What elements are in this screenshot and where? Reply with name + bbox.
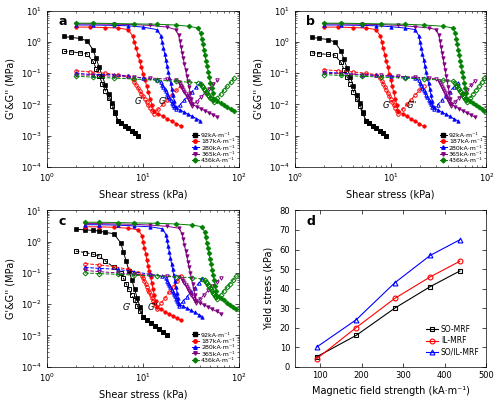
IL-MRF <box>428 275 434 279</box>
X-axis label: Shear stress (kPa): Shear stress (kPa) <box>98 390 187 399</box>
SO-MRF <box>457 269 463 273</box>
Legend: 92kA·m⁻¹, 187kA·m⁻¹, 280kA·m⁻¹, 365kA·m⁻¹, 436kA·m⁻¹: 92kA·m⁻¹, 187kA·m⁻¹, 280kA·m⁻¹, 365kA·m⁻… <box>191 132 236 164</box>
Text: G": G" <box>147 303 158 312</box>
Line: SO/IL-MRF: SO/IL-MRF <box>314 237 462 350</box>
Line: IL-MRF: IL-MRF <box>314 259 462 361</box>
Line: SO-MRF: SO-MRF <box>314 269 462 359</box>
Y-axis label: G'&G'' (MPa): G'&G'' (MPa) <box>254 58 264 119</box>
Text: G': G' <box>382 100 392 110</box>
Text: G': G' <box>123 303 132 312</box>
Y-axis label: Yield stress (kPa): Yield stress (kPa) <box>264 247 274 330</box>
SO-MRF <box>392 306 398 311</box>
IL-MRF <box>353 325 359 330</box>
SO/IL-MRF <box>428 253 434 258</box>
SO-MRF <box>428 284 434 289</box>
Legend: 92kA·m⁻¹, 187kA·m⁻¹, 280kA·m⁻¹, 365kA·m⁻¹, 436kA·m⁻¹: 92kA·m⁻¹, 187kA·m⁻¹, 280kA·m⁻¹, 365kA·m⁻… <box>439 132 484 164</box>
SO-MRF <box>314 354 320 359</box>
SO/IL-MRF <box>457 237 463 242</box>
IL-MRF <box>392 296 398 301</box>
SO/IL-MRF <box>314 345 320 350</box>
Text: G': G' <box>134 98 143 107</box>
Text: c: c <box>58 215 66 228</box>
SO/IL-MRF <box>392 280 398 285</box>
Y-axis label: G'&G'' (MPa): G'&G'' (MPa) <box>6 58 16 119</box>
Text: b: b <box>306 15 316 28</box>
Legend: SO-MRF, IL-MRF, SO/IL-MRF: SO-MRF, IL-MRF, SO/IL-MRF <box>424 322 482 360</box>
IL-MRF <box>314 356 320 361</box>
Y-axis label: G'&G'' (MPa): G'&G'' (MPa) <box>6 258 16 319</box>
Legend: 92kA·m⁻¹, 187kA·m⁻¹, 280kA·m⁻¹, 365kA·m⁻¹, 436kA·m⁻¹: 92kA·m⁻¹, 187kA·m⁻¹, 280kA·m⁻¹, 365kA·m⁻… <box>191 332 236 364</box>
Text: a: a <box>58 15 67 28</box>
Text: d: d <box>306 215 316 228</box>
SO-MRF <box>353 333 359 338</box>
X-axis label: Shear stress (kPa): Shear stress (kPa) <box>346 190 435 200</box>
Text: G": G" <box>158 98 169 107</box>
X-axis label: Shear stress (kPa): Shear stress (kPa) <box>98 190 187 200</box>
X-axis label: Magnetic field strength (kA·m⁻¹): Magnetic field strength (kA·m⁻¹) <box>312 386 470 396</box>
Text: G": G" <box>406 100 417 110</box>
IL-MRF <box>457 259 463 264</box>
SO/IL-MRF <box>353 318 359 322</box>
